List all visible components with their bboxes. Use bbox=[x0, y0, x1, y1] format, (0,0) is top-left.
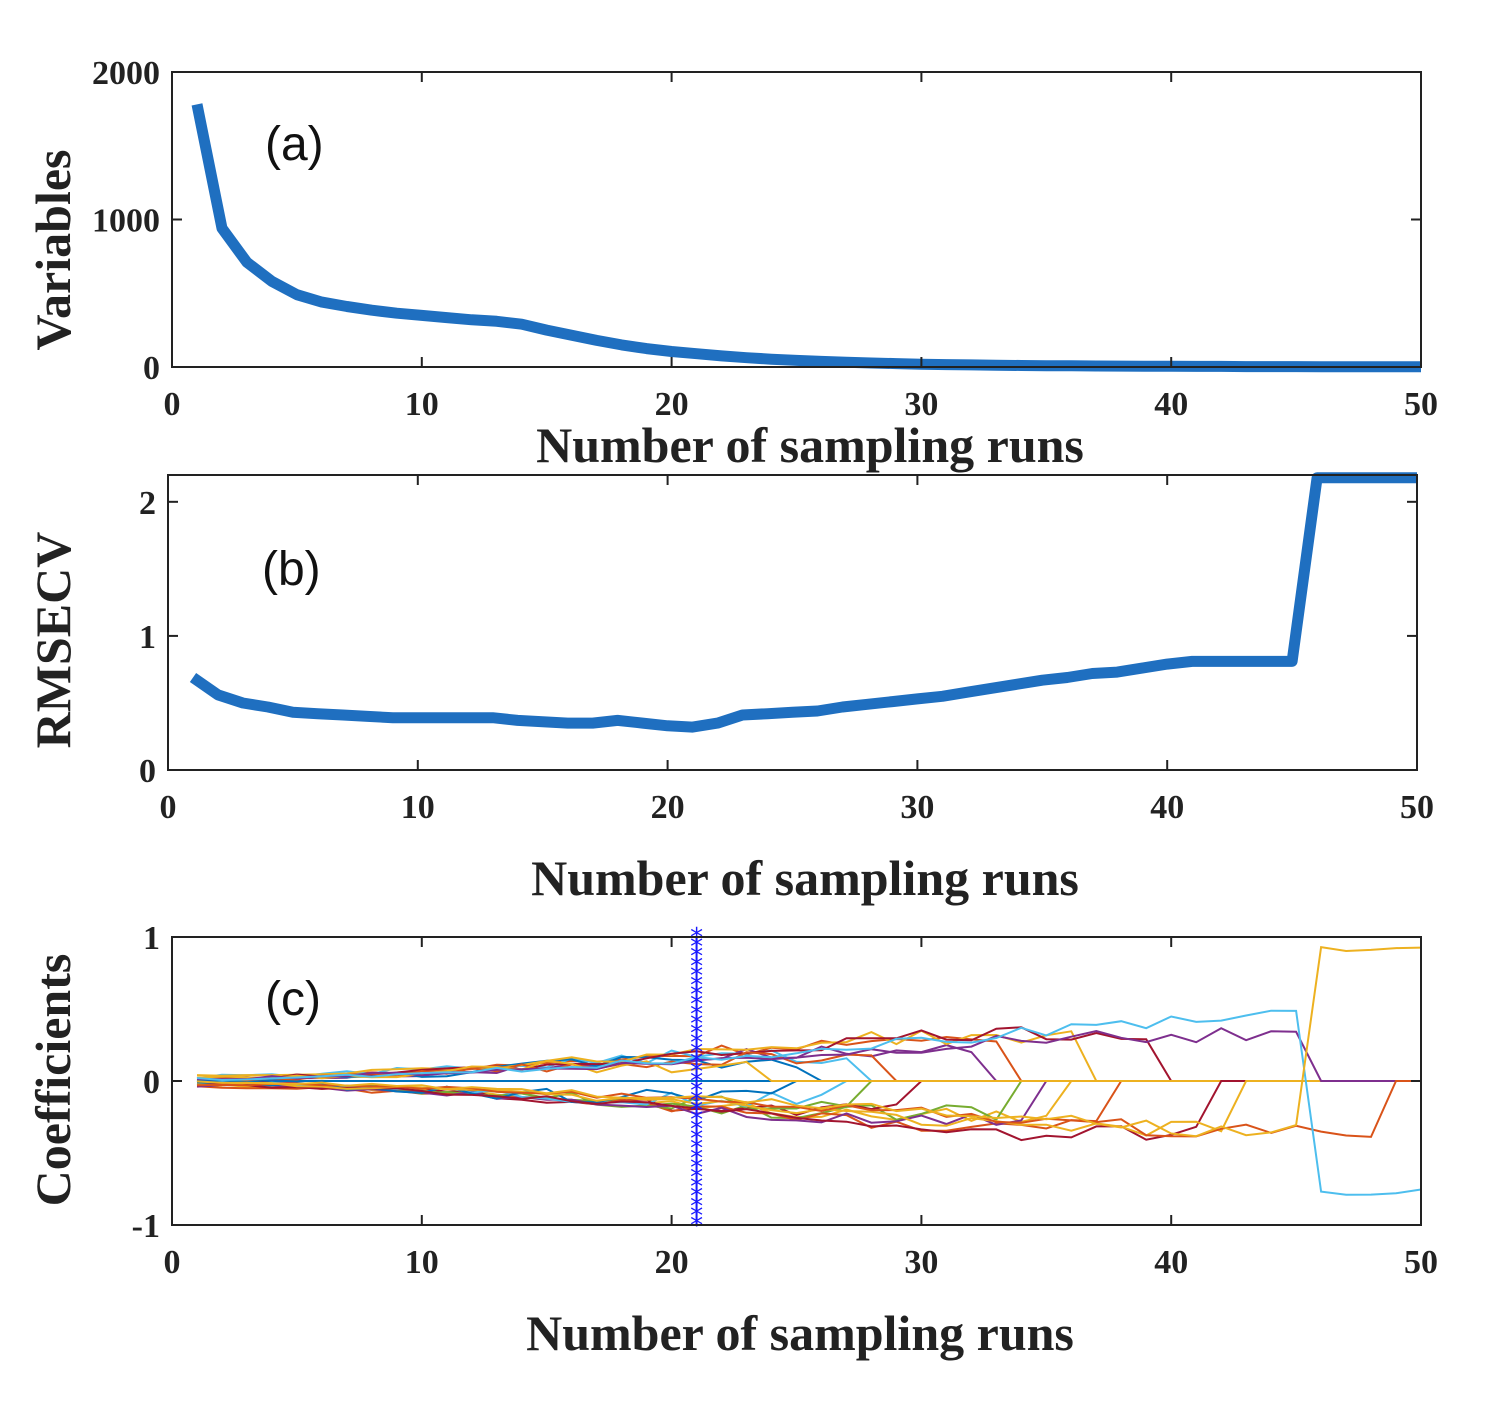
optimal-run-star: * bbox=[690, 1019, 703, 1049]
panel-c-xlabel: Number of sampling runs bbox=[526, 1305, 1074, 1361]
series-line-variables bbox=[191, 103, 1421, 373]
optimal-run-star: * bbox=[690, 1125, 703, 1155]
panel-a-tag: (a) bbox=[265, 118, 324, 171]
optimal-run-star: * bbox=[690, 1048, 703, 1078]
x-tick-label: 40 bbox=[1150, 789, 1184, 826]
panel-a-xlabel: Number of sampling runs bbox=[536, 417, 1084, 473]
x-tick-label: 20 bbox=[651, 789, 685, 826]
y-tick-label: 1 bbox=[143, 920, 160, 957]
x-tick-label: 40 bbox=[1154, 386, 1188, 423]
x-tick-label: 0 bbox=[160, 789, 177, 826]
x-tick-label: 0 bbox=[164, 1244, 181, 1281]
coef-line-c17 bbox=[196, 1080, 1421, 1142]
x-tick-label: 20 bbox=[655, 1244, 689, 1281]
y-tick-label: 2 bbox=[139, 485, 156, 522]
optimal-run-star: * bbox=[690, 1086, 703, 1116]
panel-b-rmsecv: 0 10 20 30 40 50 0 1 2 (b) Number of sampling ru… bbox=[25, 472, 1434, 906]
optimal-run-star: * bbox=[690, 1000, 703, 1030]
optimal-run-star: * bbox=[690, 1057, 703, 1087]
optimal-run-star: * bbox=[690, 1105, 703, 1135]
optimal-run-star: * bbox=[690, 1009, 703, 1039]
panel-b-axes bbox=[167, 474, 1418, 771]
optimal-run-star: * bbox=[690, 933, 703, 963]
optimal-run-star: * bbox=[690, 1201, 703, 1231]
coef-line-c22 bbox=[196, 945, 1422, 1138]
optimal-run-star: * bbox=[690, 1115, 703, 1145]
optimal-run-star: * bbox=[690, 1077, 703, 1107]
optimal-run-star: * bbox=[690, 1038, 703, 1068]
optimal-run-star: * bbox=[690, 1134, 703, 1164]
optimal-run-star: * bbox=[690, 1029, 703, 1059]
panel-b-ticks: 0 10 20 30 40 50 0 1 2 bbox=[139, 475, 1434, 826]
coef-line-c16 bbox=[196, 1060, 1421, 1082]
coef-line-c20 bbox=[196, 1080, 1421, 1138]
panel-a-ticks: 0 10 20 30 40 50 0 1000 2000 bbox=[92, 55, 1438, 423]
coef-line-c21 bbox=[196, 1009, 1422, 1196]
optimal-run-star: * bbox=[690, 1163, 703, 1193]
optimal-run-star: * bbox=[690, 990, 703, 1020]
panel-c-marks: ******************************* bbox=[196, 923, 1422, 1241]
y-tick-label: 0 bbox=[143, 350, 160, 387]
x-tick-label: 50 bbox=[1404, 386, 1438, 423]
series-line-rmsecv bbox=[189, 472, 1417, 733]
x-tick-label: 50 bbox=[1404, 1244, 1438, 1281]
y-tick-label: -1 bbox=[132, 1208, 160, 1245]
x-tick-label: 40 bbox=[1154, 1244, 1188, 1281]
optimal-run-star: * bbox=[690, 1096, 703, 1126]
panel-a-variables: 0 10 20 30 40 50 0 1000 2000 (a) Number of sampl… bbox=[25, 55, 1438, 473]
optimal-run-star: * bbox=[690, 1173, 703, 1203]
x-tick-label: 10 bbox=[401, 789, 435, 826]
optimal-run-star: * bbox=[690, 971, 703, 1001]
optimal-run-star: * bbox=[690, 1153, 703, 1183]
x-tick-label: 10 bbox=[405, 1244, 439, 1281]
y-tick-label: 0 bbox=[143, 1064, 160, 1101]
x-tick-label: 30 bbox=[904, 386, 938, 423]
panel-b-xlabel: Number of sampling runs bbox=[531, 850, 1079, 906]
panel-a-axes bbox=[171, 71, 1422, 368]
x-tick-label: 30 bbox=[900, 789, 934, 826]
x-tick-label: 0 bbox=[164, 386, 181, 423]
optimal-run-star: * bbox=[690, 1192, 703, 1222]
optimal-run-star: * bbox=[690, 942, 703, 972]
panel-a-ylabel: Variables bbox=[25, 150, 81, 351]
panel-c-ticks: 0 10 20 30 40 50-101 bbox=[132, 920, 1438, 1281]
y-tick-label: 1 bbox=[139, 619, 156, 656]
x-tick-label: 50 bbox=[1400, 789, 1434, 826]
panel-c-tag: (c) bbox=[265, 973, 321, 1026]
y-tick-label: 0 bbox=[139, 753, 156, 790]
x-tick-label: 10 bbox=[405, 386, 439, 423]
optimal-run-star: * bbox=[690, 1067, 703, 1097]
optimal-run-star: * bbox=[690, 1144, 703, 1174]
y-tick-label: 1000 bbox=[92, 203, 160, 240]
optimal-run-star: * bbox=[690, 952, 703, 982]
panel-a-marks bbox=[191, 103, 1421, 373]
x-tick-label: 30 bbox=[904, 1244, 938, 1281]
panel-b-marks bbox=[189, 472, 1417, 733]
optimal-run-star: * bbox=[690, 981, 703, 1011]
panel-c-ylabel: Coefficients bbox=[25, 954, 81, 1207]
optimal-run-star: * bbox=[690, 1182, 703, 1212]
y-tick-label: 2000 bbox=[92, 55, 160, 92]
x-tick-label: 20 bbox=[655, 386, 689, 423]
panel-b-tag: (b) bbox=[262, 543, 321, 596]
panel-c-coefficients: ******************************* 0 10 20 30 4… bbox=[25, 920, 1438, 1361]
optimal-run-star: * bbox=[690, 961, 703, 991]
panel-b-ylabel: RMSECV bbox=[25, 532, 81, 749]
